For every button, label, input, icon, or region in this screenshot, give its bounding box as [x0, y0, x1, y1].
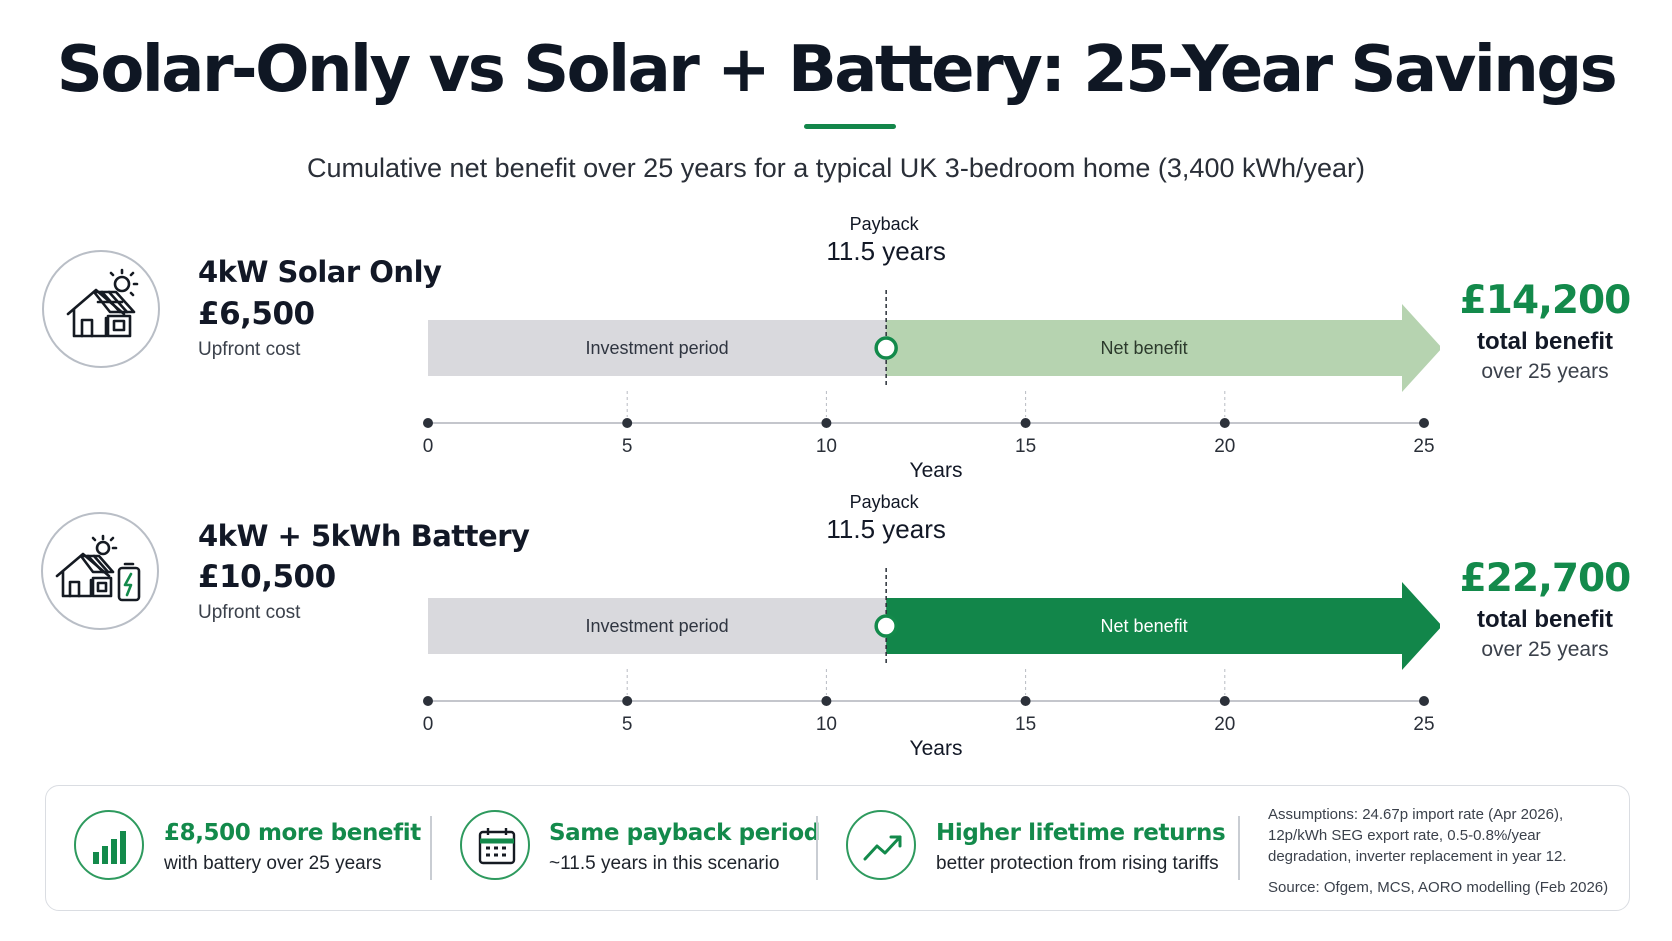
page-title: Solar-Only vs Solar + Battery: 25-Year S…	[56, 33, 1618, 107]
x-tick-dot	[1219, 418, 1230, 428]
payback-value: 11.5 years	[826, 236, 945, 266]
trend-up-icon	[846, 810, 916, 880]
x-tick-label: 15	[1015, 436, 1036, 457]
summary-panel: £8,500 more benefit with battery over 25…	[45, 785, 1630, 911]
scenario-name: 4kW Solar Only	[198, 255, 442, 289]
summary-heading: Same payback period	[549, 820, 820, 846]
scenario-name: 4kW + 5kWh Battery	[198, 519, 530, 553]
payback-label: Payback	[850, 492, 920, 512]
assumptions-note: Assumptions: 24.67p import rate (Apr 202…	[1268, 806, 1567, 865]
x-tick-dot	[821, 418, 832, 428]
total-benefit-label: total benefit	[1477, 328, 1613, 355]
x-tick-label: 0	[423, 436, 434, 457]
bar-chart-icon	[74, 810, 144, 880]
summary-text: ~11.5 years in this scenario	[549, 853, 780, 874]
x-tick-dot	[1219, 696, 1230, 706]
x-tick-dot	[1020, 696, 1031, 706]
calendar-icon	[460, 810, 530, 880]
payback-marker	[874, 336, 898, 360]
divider	[1238, 816, 1240, 880]
summary-text: with battery over 25 years	[164, 853, 382, 874]
x-tick-label: 5	[622, 714, 633, 735]
payback-value: 11.5 years	[826, 514, 945, 544]
investment-period-bar	[428, 598, 887, 654]
house-with-solar-panel-icon	[42, 250, 160, 368]
x-tick-dot	[1419, 696, 1429, 706]
x-tick-label: 15	[1015, 714, 1036, 735]
summary-text: better protection from rising tariffs	[936, 853, 1219, 874]
x-tick-dot	[622, 696, 633, 706]
investment-period-bar	[428, 320, 887, 376]
summary-heading: £8,500 more benefit	[164, 820, 421, 846]
x-tick-label: 5	[622, 436, 633, 457]
net-benefit-label: Net benefit	[1101, 338, 1188, 358]
payback-marker	[874, 614, 898, 638]
x-tick-label: 20	[1214, 714, 1235, 735]
net-benefit-arrow	[886, 304, 1440, 392]
x-axis-title: Years	[910, 737, 963, 758]
total-benefit-label: total benefit	[1477, 606, 1613, 633]
summary-heading: Higher lifetime returns	[936, 820, 1226, 846]
x-tick-label: 10	[816, 714, 837, 735]
total-benefit-sub: over 25 years	[1481, 638, 1609, 661]
x-tick-dot	[423, 696, 433, 706]
x-tick-dot	[1020, 418, 1031, 428]
x-tick-label: 20	[1214, 436, 1235, 457]
divider	[816, 816, 818, 880]
page-subtitle: Cumulative net benefit over 25 years for…	[307, 153, 1365, 183]
x-axis-title: Years	[910, 459, 963, 480]
solar-battery-timeline-chart: Investment period Net benefit Payback11.5 …	[423, 492, 1440, 758]
upfront-cost-label: Upfront cost	[198, 602, 301, 623]
payback-label: Payback	[850, 214, 920, 234]
x-tick-label: 10	[816, 436, 837, 457]
x-tick-dot	[423, 418, 433, 428]
investment-period-label: Investment period	[586, 616, 729, 636]
x-tick-dot	[821, 696, 832, 706]
net-benefit-label: Net benefit	[1101, 616, 1188, 636]
x-tick-label: 0	[423, 714, 434, 735]
house-with-battery-icon	[41, 512, 159, 630]
source-note: Source: Ofgem, MCS, AORO modelling (Feb …	[1268, 879, 1609, 896]
solar-only-timeline-chart: Investment period Net benefit Payback11.5 …	[423, 214, 1440, 480]
x-tick-dot	[622, 418, 633, 428]
upfront-cost: £10,500	[198, 559, 336, 595]
total-benefit-sub: over 25 years	[1481, 360, 1609, 383]
upfront-cost-label: Upfront cost	[198, 339, 301, 360]
total-benefit-value: £22,700	[1459, 556, 1632, 601]
x-tick-label: 25	[1413, 714, 1434, 735]
title-underline	[804, 124, 896, 129]
x-tick-label: 25	[1413, 436, 1434, 457]
x-tick-dot	[1419, 418, 1429, 428]
upfront-cost: £6,500	[198, 296, 315, 332]
divider	[430, 816, 432, 880]
investment-period-label: Investment period	[586, 338, 729, 358]
total-benefit-value: £14,200	[1459, 278, 1632, 323]
net-benefit-arrow	[886, 582, 1440, 670]
